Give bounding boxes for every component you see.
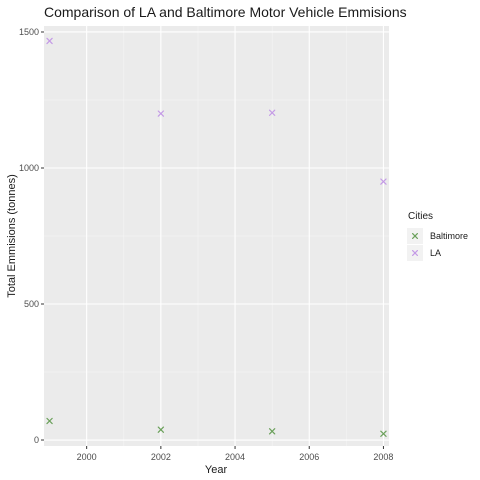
legend: Cities Baltimore LA (407, 211, 468, 261)
chart-title: Comparison of LA and Baltimore Motor Veh… (44, 4, 407, 20)
major-gridlines (44, 26, 389, 446)
point-baltimore-1999 (46, 417, 53, 425)
y-tick-label: 500 (24, 299, 39, 309)
x-tick-label: 2008 (373, 452, 393, 462)
point-la-2002 (157, 110, 165, 117)
x-tick-label: 2000 (77, 452, 97, 462)
legend-label: Baltimore (430, 231, 468, 241)
legend-label: LA (430, 248, 441, 258)
point-la-2008 (380, 178, 387, 185)
x-tick-label: 2006 (299, 452, 319, 462)
y-tick-label: 1500 (19, 27, 39, 37)
legend-item-baltimore: Baltimore (407, 228, 468, 244)
x-tick-label: 2004 (225, 452, 245, 462)
x-axis-title: Year (205, 464, 228, 476)
legend-item-la: LA (407, 245, 441, 261)
point-baltimore-2008 (380, 430, 387, 437)
point-la-1999 (46, 37, 53, 45)
minor-gridlines (44, 26, 389, 446)
legend-title: Cities (408, 211, 433, 222)
y-tick-label: 1000 (19, 163, 39, 173)
y-tick-label: 0 (34, 435, 39, 445)
point-baltimore-2005 (268, 428, 276, 435)
point-la-2005 (268, 109, 276, 116)
y-axis-ticks: 0 500 1000 1500 (19, 27, 44, 445)
x-tick-label: 2002 (151, 452, 171, 462)
point-baltimore-2002 (157, 426, 165, 433)
legend-marker (412, 233, 418, 239)
data-points (46, 37, 387, 437)
y-axis-title: Total Emmisions (tonnes) (6, 174, 18, 298)
legend-marker (412, 250, 418, 256)
x-axis-ticks: 2000 2002 2004 2006 2008 (77, 446, 393, 462)
